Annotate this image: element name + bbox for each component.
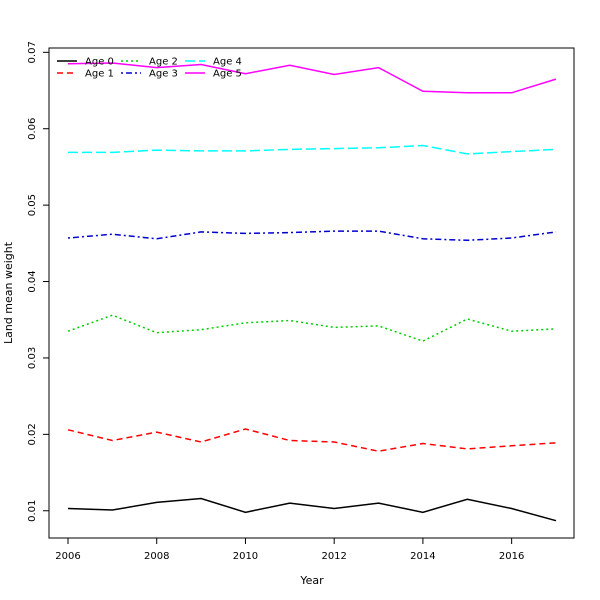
y-tick-label: 0.03 [27, 347, 38, 369]
x-tick-label: 2010 [233, 551, 258, 562]
x-tick-label: 2008 [144, 551, 169, 562]
legend-label: Age 1 [85, 69, 114, 80]
plot-frame [48, 47, 575, 539]
series-line-age-3 [67, 230, 557, 242]
y-tick-label: 0.04 [27, 270, 38, 292]
x-tick-label: 2016 [499, 551, 524, 562]
y-tick-label: 0.01 [27, 500, 38, 522]
series-line-age-2 [67, 314, 557, 342]
x-tick-label: 2006 [55, 551, 80, 562]
y-tick-label: 0.02 [27, 423, 38, 445]
series-line-age-4 [68, 144, 557, 155]
legend-label: Age 3 [149, 69, 178, 80]
series-layer [67, 62, 557, 522]
x-axis-title: Year [299, 574, 324, 587]
series-line-age-0 [67, 497, 557, 522]
x-tick-label: 2012 [321, 551, 346, 562]
legend-label: Age 4 [213, 57, 242, 68]
series-line-age-5 [67, 62, 557, 94]
y-axis-title: Land mean weight [2, 241, 15, 344]
y-tick-label: 0.06 [27, 118, 38, 140]
series-line-age-1 [67, 428, 557, 452]
x-tick-label: 2014 [410, 551, 435, 562]
legend-label: Age 0 [85, 57, 114, 68]
x-axis: 2006 2008 2010 2012 2014 2016 [55, 538, 524, 562]
y-axis: 0.01 0.02 0.03 0.04 0.05 0.06 0.07 [27, 41, 49, 522]
y-tick-label: 0.07 [27, 41, 38, 63]
legend-label: Age 2 [149, 57, 178, 68]
legend-label: Age 5 [213, 69, 242, 80]
y-tick-label: 0.05 [27, 194, 38, 216]
